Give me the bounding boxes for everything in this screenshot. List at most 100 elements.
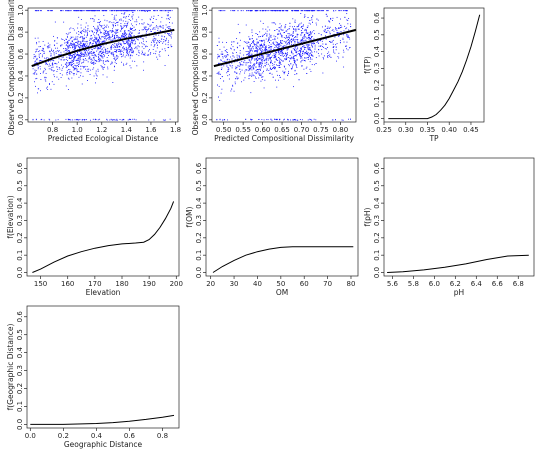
data-point: [301, 10, 303, 12]
data-point: [116, 57, 118, 59]
data-point: [85, 36, 87, 38]
data-point: [297, 50, 299, 52]
data-point: [292, 53, 294, 55]
data-point: [350, 118, 351, 120]
data-point: [295, 51, 297, 53]
data-point: [124, 43, 126, 45]
data-point: [221, 88, 223, 90]
data-point: [68, 32, 70, 34]
data-point: [90, 42, 91, 44]
data-point: [79, 44, 81, 46]
data-point: [226, 42, 228, 43]
data-point: [268, 44, 270, 46]
data-point: [105, 26, 107, 28]
x-tick-label: 40: [253, 280, 262, 288]
data-point: [167, 33, 169, 34]
data-point: [163, 39, 165, 40]
data-point: [83, 28, 85, 30]
data-point: [45, 58, 47, 60]
data-point: [123, 16, 125, 18]
data-point: [289, 57, 291, 59]
y-tick-label: 0.5: [16, 329, 24, 340]
data-point: [121, 53, 123, 55]
data-point: [128, 45, 130, 47]
data-point: [111, 52, 113, 54]
data-point: [250, 119, 252, 120]
data-point: [227, 119, 228, 121]
data-point: [171, 46, 173, 47]
data-point: [120, 51, 121, 53]
data-point: [329, 41, 331, 42]
data-point: [284, 45, 286, 47]
data-point: [58, 50, 60, 52]
data-point: [273, 44, 275, 46]
data-point: [36, 62, 37, 64]
data-point: [266, 49, 267, 51]
data-point: [127, 48, 129, 50]
data-point: [138, 16, 140, 18]
data-point: [146, 29, 148, 31]
data-point: [321, 26, 323, 28]
data-point: [269, 49, 271, 51]
data-point: [288, 64, 290, 66]
data-point: [278, 53, 280, 55]
data-point: [132, 43, 134, 45]
data-point: [287, 119, 289, 121]
data-point: [330, 17, 332, 19]
data-point: [65, 118, 67, 120]
data-point: [113, 47, 115, 49]
data-point: [301, 60, 303, 62]
data-point: [280, 62, 282, 64]
data-point: [54, 40, 56, 42]
data-point: [104, 32, 106, 34]
data-point: [126, 25, 128, 27]
data-point: [279, 61, 281, 63]
data-point: [85, 49, 87, 51]
data-point: [277, 47, 279, 49]
data-point: [81, 51, 83, 53]
data-point: [345, 10, 346, 12]
data-point: [110, 46, 112, 48]
data-point: [165, 43, 167, 45]
data-point: [325, 43, 327, 45]
data-point: [86, 10, 88, 12]
data-point: [82, 53, 84, 55]
data-point: [44, 57, 45, 59]
data-point: [307, 54, 309, 56]
data-point: [108, 51, 110, 53]
data-point: [70, 71, 72, 73]
data-point: [87, 53, 89, 55]
data-point: [170, 46, 172, 48]
data-point: [114, 35, 115, 36]
data-point: [96, 50, 98, 52]
data-point: [285, 10, 287, 12]
data-point: [231, 44, 232, 46]
data-point: [339, 10, 341, 12]
data-point: [136, 37, 138, 39]
data-point: [285, 53, 287, 54]
data-point: [350, 23, 352, 25]
data-point: [124, 30, 126, 32]
data-point: [234, 61, 236, 63]
data-point: [218, 62, 220, 64]
data-point: [101, 10, 103, 12]
y-tick-label: 0.4: [373, 45, 381, 57]
data-point: [251, 53, 253, 55]
data-point: [331, 119, 333, 121]
data-point: [320, 10, 322, 12]
data-point: [89, 39, 90, 41]
data-point: [310, 37, 312, 39]
data-point: [71, 61, 73, 63]
data-point: [98, 43, 100, 45]
data-point: [108, 21, 110, 23]
data-point: [63, 51, 65, 53]
data-point: [126, 62, 128, 64]
data-point: [232, 52, 234, 54]
data-point: [141, 42, 142, 44]
data-point: [49, 84, 50, 85]
data-point: [92, 44, 94, 46]
data-point: [42, 41, 44, 42]
data-point: [142, 23, 144, 25]
x-axis: 5.6 5.8 6.0 6.2 6.4 6.6 6.8pH: [387, 276, 524, 297]
y-tick-label: 0.3: [373, 63, 381, 74]
